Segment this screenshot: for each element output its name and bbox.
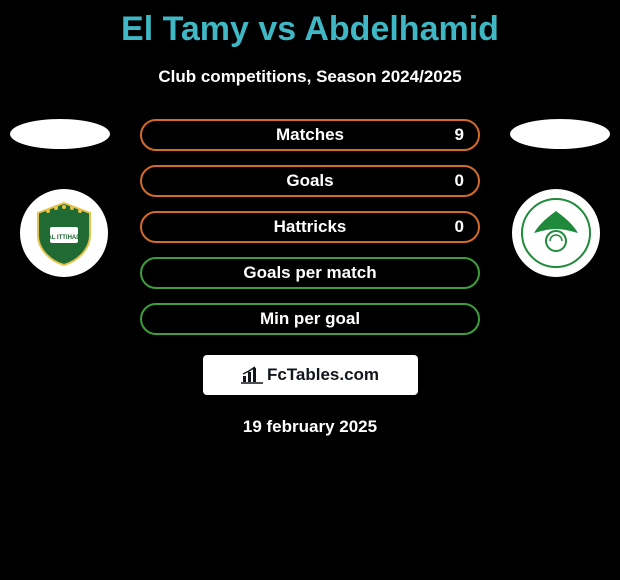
stat-value-right: 0 (455, 171, 464, 191)
stat-value-right: 0 (455, 217, 464, 237)
page-subtitle: Club competitions, Season 2024/2025 (0, 67, 620, 87)
stat-value-right: 9 (455, 125, 464, 145)
stat-label: Goals per match (243, 263, 376, 283)
shield-icon: AL ITTIHAD (28, 197, 100, 269)
stat-label: Min per goal (260, 309, 360, 329)
page-title: El Tamy vs Abdelhamid (0, 0, 620, 49)
club-badge-right (512, 189, 600, 277)
stat-pill-min-per-goal: Min per goal (140, 303, 480, 335)
eagle-icon (520, 197, 592, 269)
stat-pill-matches: Matches 9 (140, 119, 480, 151)
avatar-player-right (510, 119, 610, 149)
bar-chart-icon (241, 366, 263, 384)
club-badge-left: AL ITTIHAD (20, 189, 108, 277)
svg-text:AL ITTIHAD: AL ITTIHAD (47, 235, 81, 241)
attribution-text: FcTables.com (267, 365, 379, 385)
avatar-player-left (10, 119, 110, 149)
stat-pills-container: Matches 9 Goals 0 Hattricks 0 Goals per … (140, 119, 480, 335)
date-label: 19 february 2025 (0, 417, 620, 437)
stat-pill-hattricks: Hattricks 0 (140, 211, 480, 243)
stat-pill-goals: Goals 0 (140, 165, 480, 197)
stat-label: Hattricks (274, 217, 347, 237)
attribution-badge: FcTables.com (203, 355, 418, 395)
stat-pill-goals-per-match: Goals per match (140, 257, 480, 289)
stat-label: Matches (276, 125, 344, 145)
stat-label: Goals (286, 171, 333, 191)
main-comparison-area: AL ITTIHAD Matches 9 Goals 0 Hattricks 0 (0, 119, 620, 437)
